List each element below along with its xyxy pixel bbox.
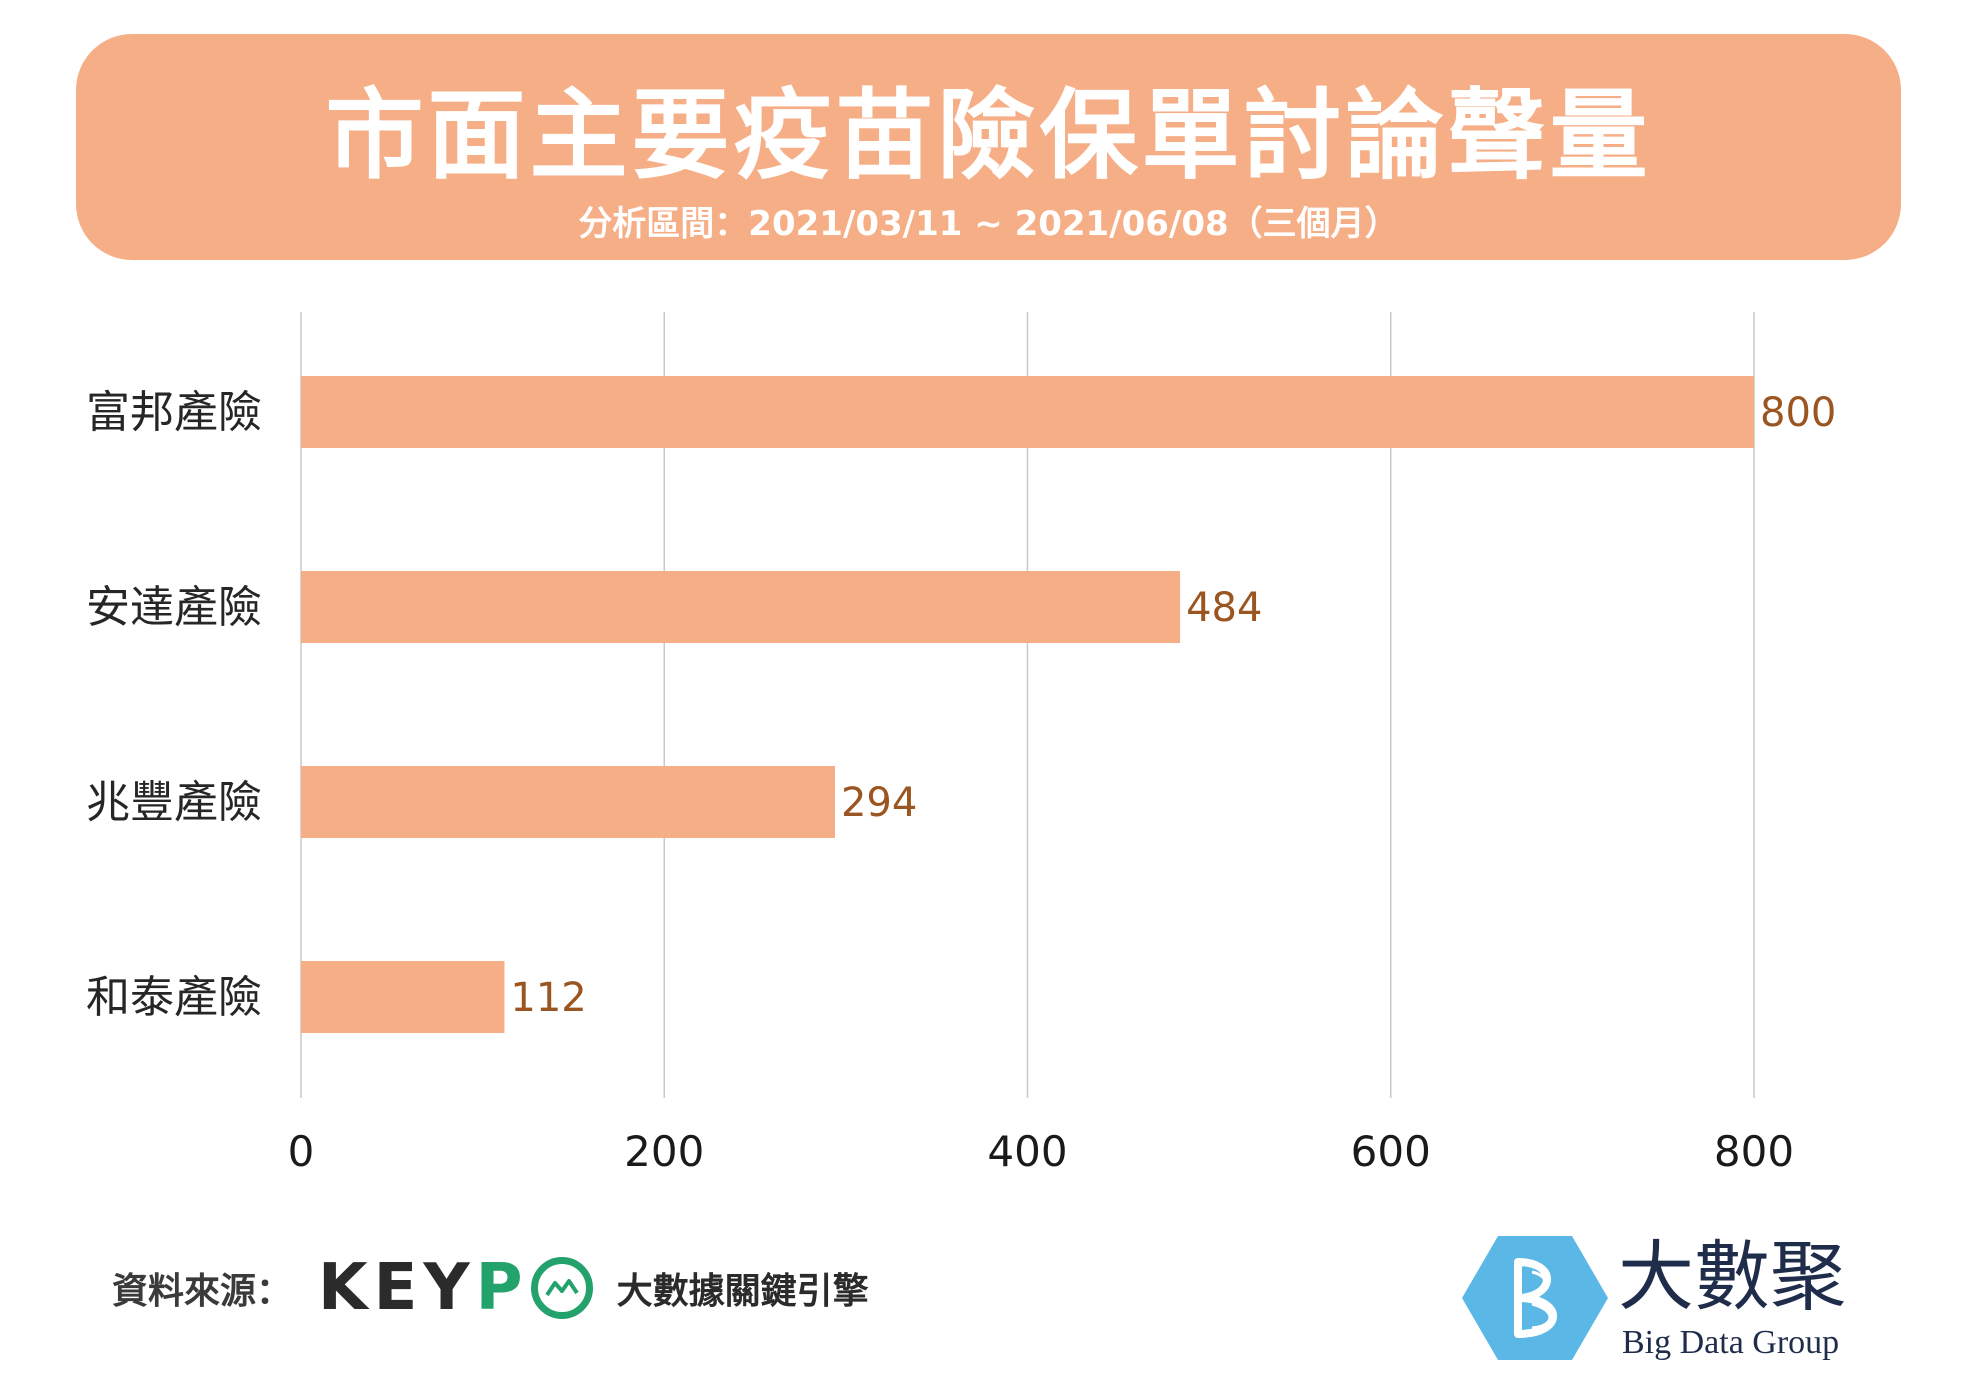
value-label: 800 xyxy=(1760,390,1836,436)
bar xyxy=(301,376,1754,448)
source-label: 資料來源： xyxy=(112,1271,293,1312)
title-banner: 市面主要疫苗險保單討論聲量 分析區間：2021/03/11 ~ 2021/06/… xyxy=(76,34,1901,260)
category-label: 和泰產險 xyxy=(86,972,262,1023)
x-tick-label: 200 xyxy=(624,1127,704,1176)
brand-name: 大數聚 xyxy=(1618,1232,1846,1321)
keypo-logo: KEYP xyxy=(318,1251,593,1325)
bar xyxy=(301,766,835,838)
source-credit: 資料來源： KEYP 大數據關鍵引擎 xyxy=(112,1251,869,1325)
keypo-o-icon xyxy=(530,1257,593,1319)
bar xyxy=(301,961,505,1033)
chart-title: 市面主要疫苗險保單討論聲量 xyxy=(325,79,1652,193)
category-label: 安達產險 xyxy=(86,582,262,633)
x-tick-label: 400 xyxy=(987,1127,1067,1176)
bars xyxy=(301,376,1754,1033)
x-tick-label: 600 xyxy=(1351,1127,1431,1176)
x-tick-label: 800 xyxy=(1714,1127,1794,1176)
brand-logo: 大數聚 Big Data Group xyxy=(1460,1228,1860,1368)
value-label: 294 xyxy=(841,780,917,826)
labels: 0 200 400 600 800 富邦產險 800 安達產險 484 兆豐產險 294 和泰產險 11… xyxy=(86,387,1836,1176)
keypo-tagline: 大數據關鍵引擎 xyxy=(616,1271,869,1312)
category-label: 兆豐產險 xyxy=(86,777,262,828)
brand-hexagon-icon xyxy=(1462,1236,1608,1360)
x-tick-label: 0 xyxy=(288,1127,315,1176)
bar-chart: 0 200 400 600 800 富邦產險 800 安達產險 484 兆豐產險 294 和泰產險 11… xyxy=(86,312,1836,1176)
chart-subtitle: 分析區間：2021/03/11 ~ 2021/06/08（三個月） xyxy=(578,204,1399,244)
bar xyxy=(301,571,1181,643)
value-label: 484 xyxy=(1186,585,1262,631)
keypo-logo-text: KEYP xyxy=(318,1251,529,1325)
category-label: 富邦產險 xyxy=(86,387,262,438)
value-label: 112 xyxy=(510,975,586,1021)
brand-subtitle: Big Data Group xyxy=(1622,1324,1840,1361)
